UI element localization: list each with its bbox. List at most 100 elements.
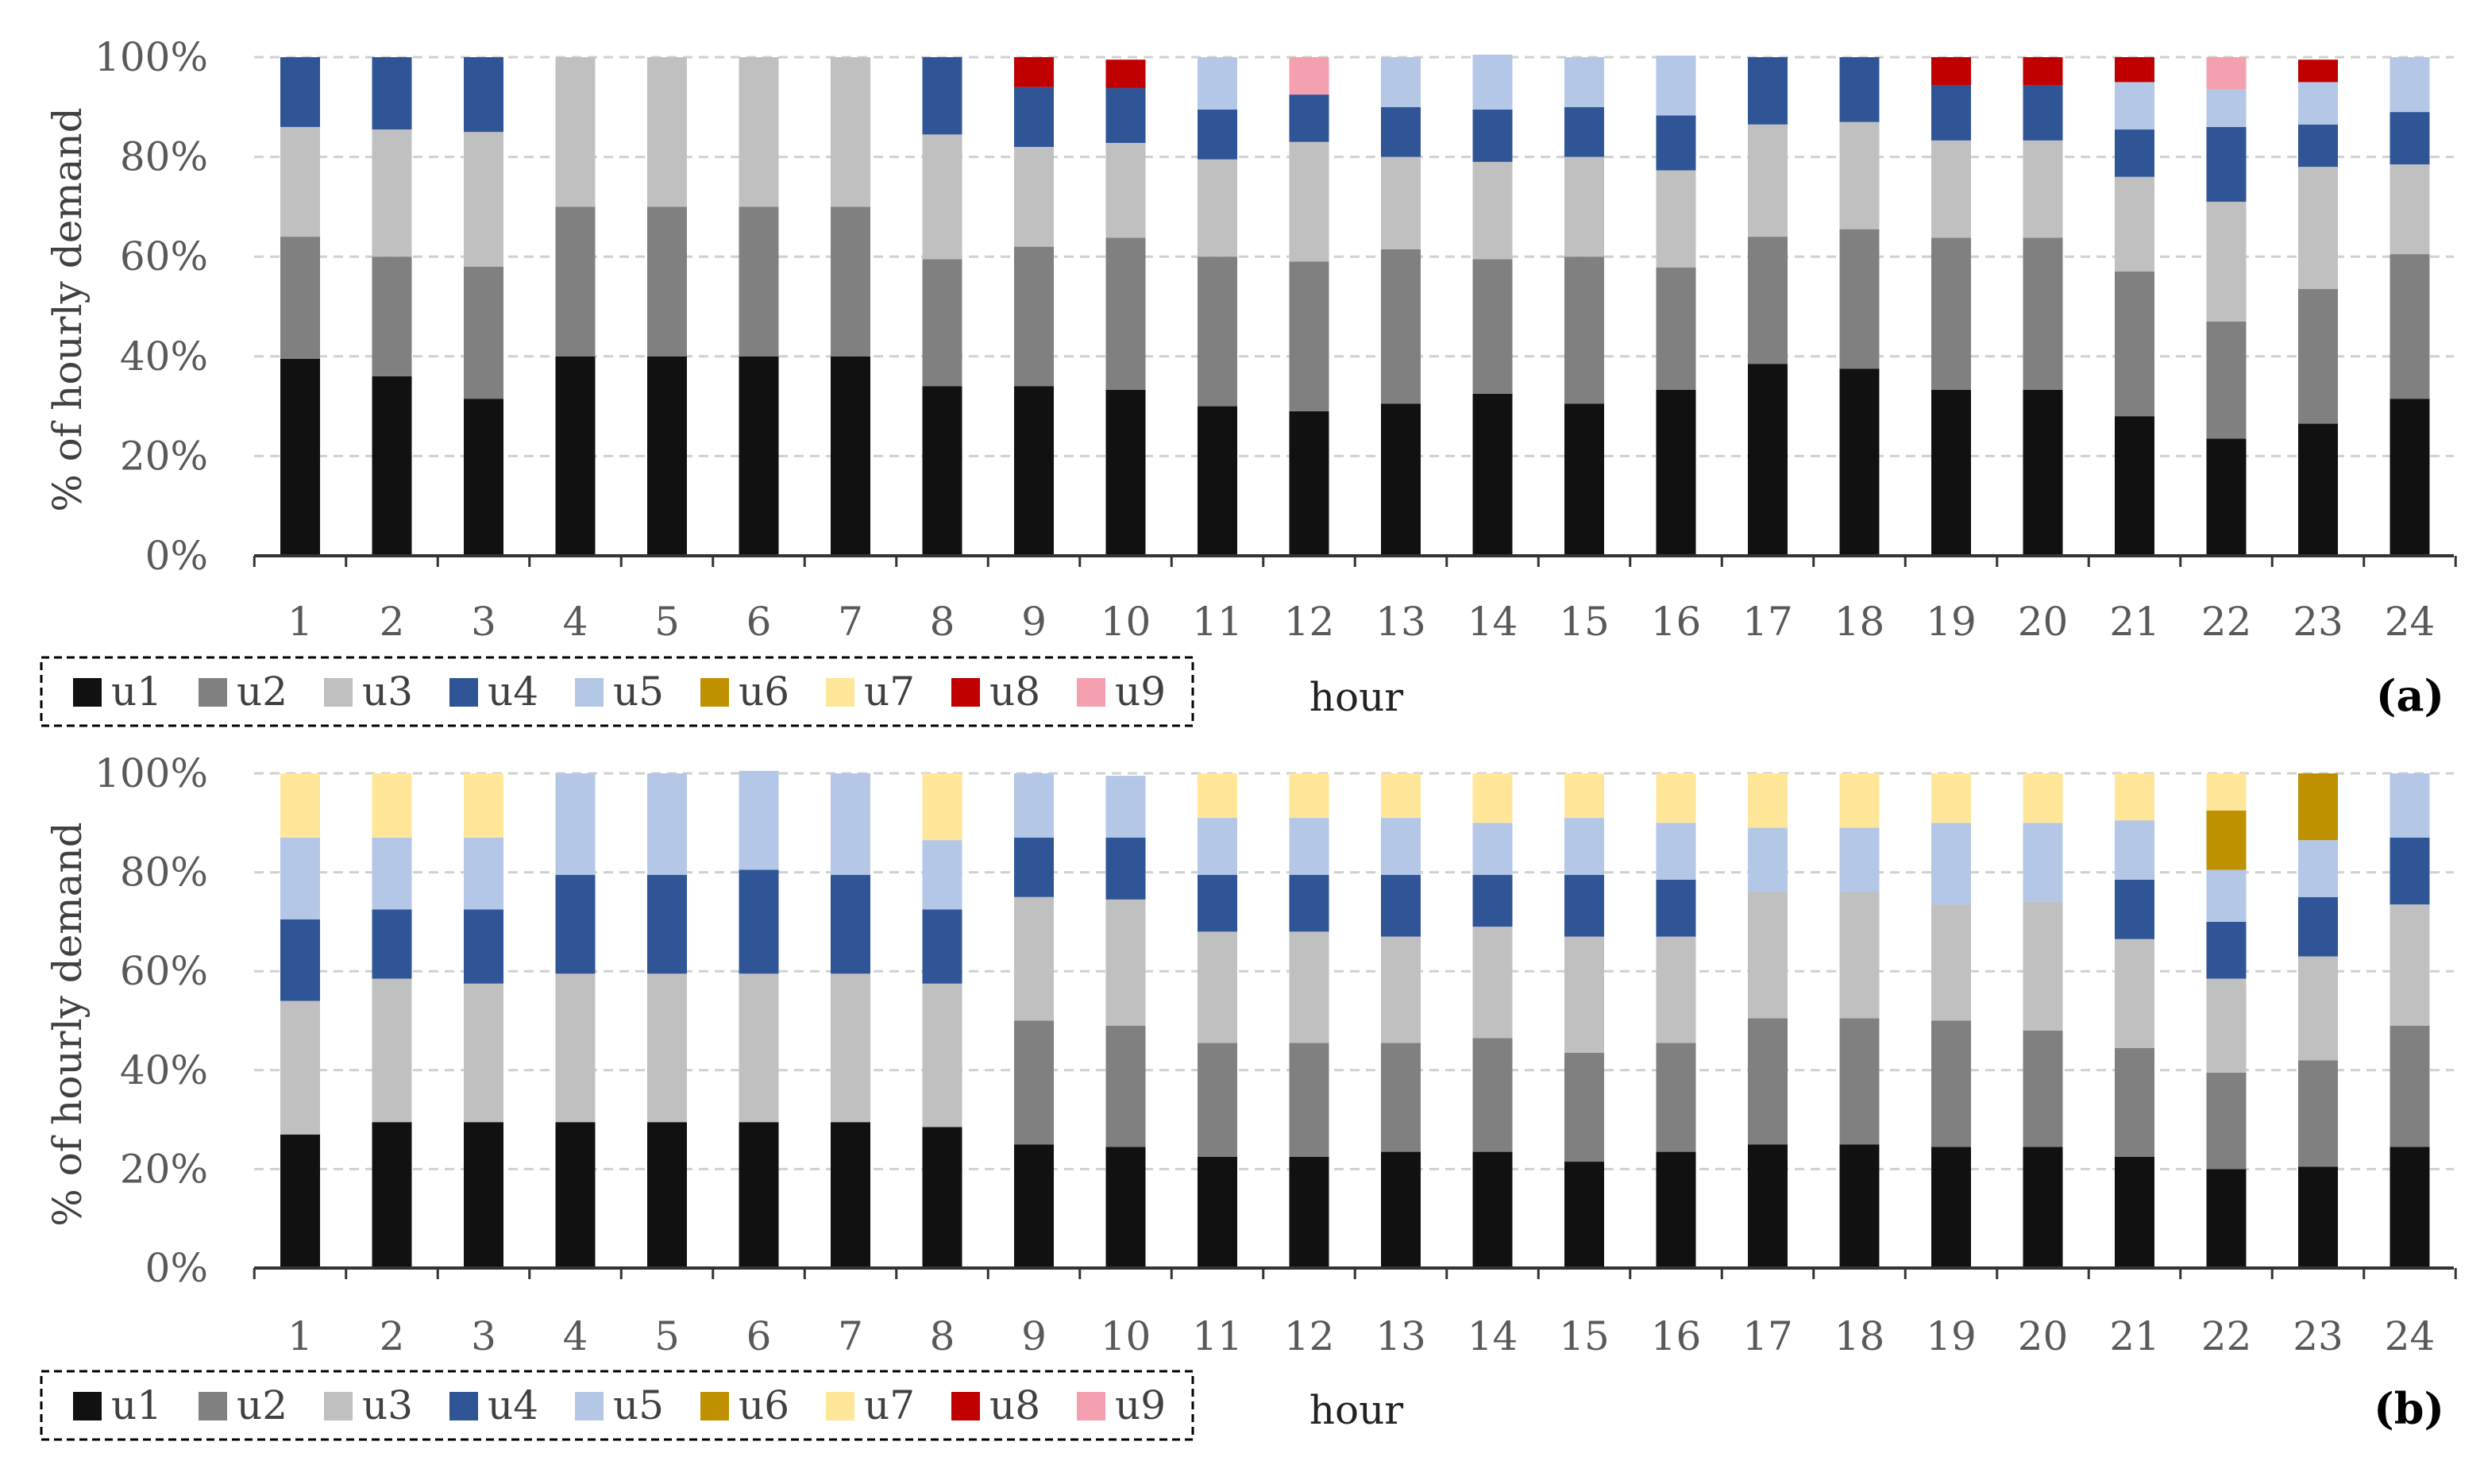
bar-segment-u2-hour-20 [2023,237,2063,390]
bar-segment-u6-hour-22 [2206,810,2247,870]
legend-label-u1: u1 [111,669,162,715]
bar-segment-u2-hour-7 [831,206,870,357]
x-tick-label: 22 [2201,599,2252,645]
bar-segment-u3-hour-2 [372,978,412,1123]
x-tick-label: 2 [380,599,405,645]
bar-segment-u2-hour-9 [1014,246,1054,387]
bar-segment-u2-hour-11 [1198,256,1237,407]
x-tick-label: 21 [2109,599,2160,645]
legend-label-u3: u3 [362,1382,413,1428]
legend-swatch-u8 [951,1392,980,1420]
legend-label-u4: u4 [488,1382,538,1428]
bar-segment-u5-hour-4 [555,773,596,875]
bar-segment-u3-hour-24 [2390,164,2430,255]
bar-segment-u1-hour-8 [922,1127,962,1268]
bar-segment-u2-hour-10 [1105,1025,1146,1147]
bar-segment-u3-hour-2 [372,129,412,257]
bar-segment-u4-hour-11 [1198,109,1237,160]
bar-segment-u3-hour-12 [1289,931,1329,1043]
x-tick-label: 12 [1284,1313,1335,1359]
bar-segment-u5-hour-1 [280,837,320,919]
bar-segment-u1-hour-18 [1839,1144,1880,1268]
bar-segment-u4-hour-2 [372,57,412,130]
bar-segment-u1-hour-16 [1656,389,1696,556]
bar-segment-u3-hour-14 [1472,927,1513,1039]
bar-segment-u7-hour-14 [1472,773,1513,823]
bar-segment-u6-hour-23 [2298,773,2338,841]
x-tick-label: 15 [1559,1313,1610,1359]
legend-label-u5: u5 [613,669,664,715]
x-axis-label: hour [1310,1387,1404,1433]
bar-segment-u5-hour-12 [1289,818,1329,875]
bar-segment-u2-hour-16 [1656,268,1696,390]
bar-segment-u4-hour-13 [1381,106,1421,157]
x-tick-label: 10 [1101,1313,1151,1359]
x-tick-label: 9 [1021,1313,1047,1359]
bar-segment-u4-hour-12 [1289,94,1329,142]
x-tick-label: 20 [2018,1313,2069,1359]
bar-segment-u1-hour-16 [1656,1151,1696,1268]
bar-segment-u1-hour-23 [2298,1166,2338,1268]
bar-segment-u8-hour-10 [1105,60,1146,88]
bar-segment-u3-hour-20 [2023,901,2063,1031]
bar-segment-u5-hour-24 [2390,773,2430,838]
bar-segment-u2-hour-4 [555,206,596,357]
bar-segment-u4-hour-23 [2298,124,2338,168]
bar-segment-u5-hour-15 [1564,57,1604,107]
x-tick-label: 4 [563,1313,588,1359]
legend-swatch-u2 [199,678,227,707]
bar-segment-u3-hour-16 [1656,936,1696,1043]
bar-segment-u7-hour-22 [2206,773,2247,811]
bar-segment-u5-hour-13 [1381,818,1421,875]
bar-segment-u1-hour-14 [1472,393,1513,556]
x-tick-label: 7 [838,599,863,645]
x-axis-label: hour [1310,674,1404,720]
bar-segment-u1-hour-19 [1931,389,1971,556]
y-tick-label: 40% [120,1047,208,1093]
bar-segment-u8-hour-19 [1931,57,1971,86]
bar-segment-u1-hour-12 [1289,411,1329,556]
x-tick-label: 5 [654,599,680,645]
y-tick-label: 60% [120,948,208,994]
bar-segment-u8-hour-23 [2298,60,2338,83]
x-tick-label: 24 [2385,1313,2436,1359]
bar-segment-u3-hour-13 [1381,156,1421,249]
bar-segment-u3-hour-3 [464,983,503,1123]
bar-segment-u4-hour-3 [464,57,503,133]
bar-segment-u2-hour-17 [1748,1018,1788,1145]
bar-segment-u4-hour-2 [372,909,412,979]
x-tick-label: 21 [2109,1313,2160,1359]
bar-segment-u2-hour-18 [1839,229,1880,369]
bar-segment-u1-hour-11 [1198,406,1237,556]
bar-segment-u7-hour-19 [1931,773,1971,823]
bar-segment-u7-hour-2 [372,773,412,838]
bar-segment-u1-hour-5 [647,1122,687,1268]
bar-segment-u4-hour-7 [831,874,870,974]
bar-segment-u5-hour-17 [1748,827,1788,892]
x-tick-label: 3 [471,1313,496,1359]
bar-segment-u1-hour-4 [555,1122,596,1268]
legend-label-u7: u7 [864,669,915,715]
x-tick-label: 10 [1101,599,1151,645]
x-tick-label: 16 [1651,599,1702,645]
bar-segment-u3-hour-6 [739,57,779,207]
bar-segment-u1-hour-20 [2023,389,2063,556]
bar-segment-u4-hour-15 [1564,106,1604,157]
bar-segment-u4-hour-1 [280,57,320,127]
bar-segment-u2-hour-14 [1472,259,1513,394]
bar-segment-u2-hour-10 [1105,237,1146,390]
bar-segment-u1-hour-13 [1381,403,1421,556]
bar-segment-u1-hour-3 [464,1122,503,1268]
bar-segment-u4-hour-6 [739,869,779,974]
bar-segment-u3-hour-19 [1931,904,1971,1021]
x-tick-label: 15 [1559,599,1610,645]
bar-segment-u1-hour-11 [1198,1156,1237,1268]
bar-segment-u3-hour-5 [647,973,687,1123]
legend-swatch-u6 [700,678,729,707]
bar-segment-u3-hour-4 [555,973,596,1123]
x-tick-label: 1 [287,599,313,645]
bar-segment-u3-hour-9 [1014,147,1054,247]
bar-segment-u1-hour-10 [1105,389,1146,556]
